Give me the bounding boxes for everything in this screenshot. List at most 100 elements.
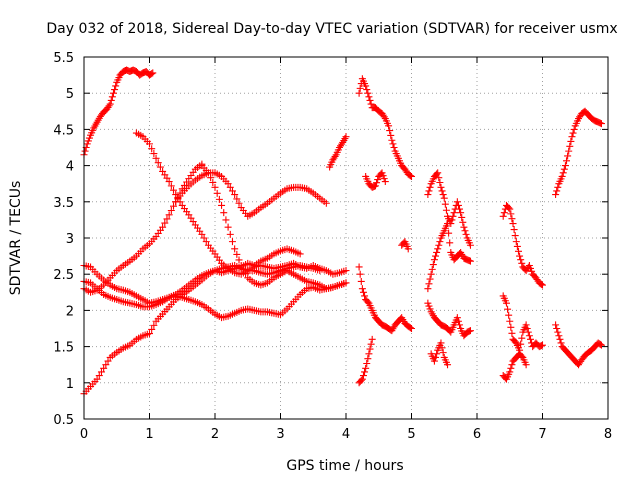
data-point — [316, 267, 324, 275]
y-tick-label: 5.5 — [53, 51, 74, 66]
data-point — [518, 259, 526, 267]
data-point — [553, 187, 561, 195]
data-point — [200, 234, 208, 242]
data-point — [150, 321, 158, 329]
data-point — [296, 250, 304, 258]
data-point — [165, 178, 173, 186]
data-point — [149, 69, 157, 77]
data-point — [523, 325, 531, 332]
data-point — [364, 355, 372, 363]
data-point — [380, 113, 388, 121]
data-point — [439, 191, 447, 199]
data-point — [100, 364, 108, 372]
data-point — [97, 368, 105, 376]
data-point — [526, 335, 534, 343]
data-point — [506, 205, 514, 213]
data-point — [453, 314, 461, 322]
data-point — [406, 324, 414, 332]
x-tick-label: 2 — [211, 427, 219, 442]
y-tick-label: 3.5 — [53, 196, 74, 211]
data-point — [432, 353, 440, 361]
data-point — [507, 210, 515, 218]
data-point — [148, 325, 156, 333]
data-point — [408, 172, 415, 180]
data-point — [359, 288, 367, 296]
data-point — [513, 242, 521, 250]
data-point — [444, 220, 452, 228]
data-point — [357, 277, 365, 285]
data-point — [426, 183, 434, 191]
y-tick-label: 1 — [66, 377, 74, 392]
data-point — [220, 209, 228, 217]
data-point — [509, 220, 517, 228]
data-point — [202, 238, 210, 246]
data-point — [566, 142, 574, 150]
data-point — [424, 299, 432, 307]
data-point — [552, 321, 560, 329]
data-point — [508, 215, 516, 223]
x-tick-label: 1 — [145, 427, 153, 442]
data-point — [569, 129, 577, 137]
x-tick-label: 8 — [604, 427, 612, 442]
data-point — [552, 191, 560, 199]
data-point — [355, 89, 363, 97]
data-point — [596, 340, 604, 348]
data-point — [441, 200, 449, 208]
data-point — [356, 270, 364, 278]
data-point — [500, 209, 508, 217]
data-point — [378, 169, 386, 177]
data-point — [213, 189, 221, 197]
data-point — [364, 89, 372, 97]
data-point — [163, 215, 171, 223]
data-point — [522, 321, 530, 329]
data-point — [170, 186, 178, 194]
data-point — [102, 361, 110, 369]
data-point — [506, 317, 514, 325]
data-point — [433, 350, 441, 358]
data-point — [437, 183, 445, 191]
data-point — [209, 178, 217, 186]
data-point — [466, 257, 474, 265]
data-point — [508, 329, 516, 337]
data-point — [362, 364, 370, 372]
y-tick-labels: 0.5 1 1.5 2 2.5 3 3.5 4 4.5 5 5.5 — [53, 51, 74, 428]
data-point — [357, 376, 365, 384]
data-point — [363, 86, 371, 94]
data-point — [104, 357, 112, 365]
data-point — [152, 154, 160, 162]
data-point — [84, 137, 92, 145]
data-point — [386, 127, 394, 135]
data-point — [148, 70, 156, 78]
data-point — [358, 285, 366, 293]
data-point — [156, 163, 164, 171]
data-point — [146, 330, 153, 338]
data-point — [434, 245, 442, 253]
data-point — [226, 230, 234, 238]
data-point — [95, 372, 103, 380]
data-point — [563, 157, 571, 165]
data-point — [570, 125, 578, 133]
data-point — [367, 340, 375, 348]
data-point — [462, 230, 470, 238]
data-point — [432, 252, 440, 260]
data-point — [426, 275, 434, 283]
series-scatter-4-5 — [355, 75, 415, 387]
data-point — [433, 248, 441, 256]
data-point — [374, 176, 382, 184]
data-point — [235, 199, 243, 207]
data-point — [198, 230, 206, 238]
data-point — [528, 267, 536, 275]
data-point — [436, 238, 444, 246]
y-tick-label: 5 — [66, 87, 74, 102]
data-point — [85, 134, 93, 142]
data-point — [81, 147, 89, 155]
data-point — [438, 344, 446, 352]
data-point — [361, 292, 369, 300]
data-point — [597, 120, 605, 128]
y-tick-label: 0.5 — [53, 413, 74, 428]
data-point — [424, 191, 432, 199]
data-point — [356, 84, 364, 92]
data-point — [365, 93, 373, 101]
data-point — [355, 263, 363, 271]
data-point — [428, 265, 436, 273]
